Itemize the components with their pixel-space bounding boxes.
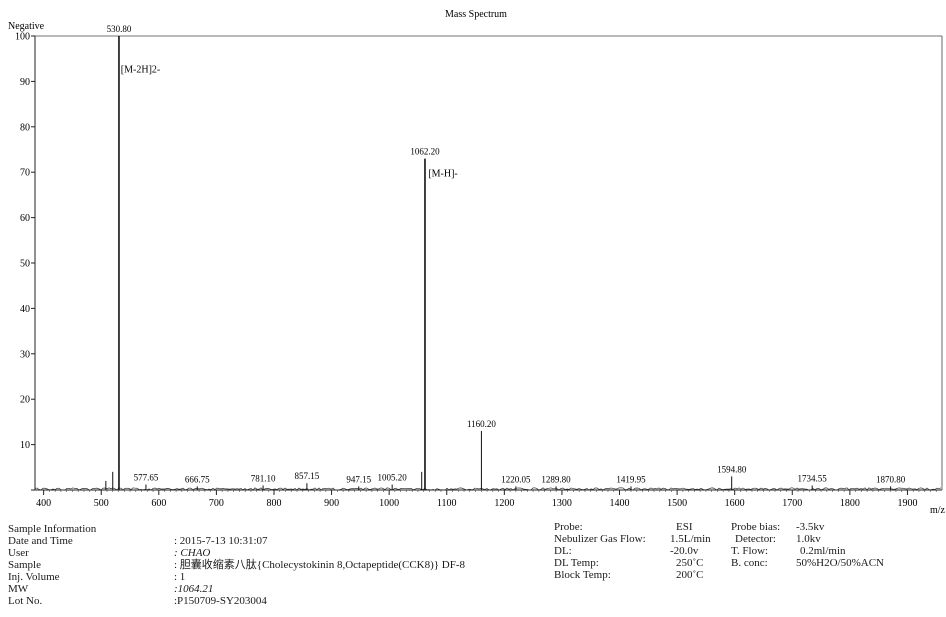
peak-annotation: [M-H]-: [428, 169, 457, 180]
peak-label: 781.10: [251, 473, 276, 483]
x-tick-label: 1000: [379, 498, 399, 509]
detector-label: Detector:: [735, 533, 776, 545]
sample-info-labels: Date and Time User Sample Inj. Volume MW…: [8, 535, 73, 607]
x-tick-label: 1100: [437, 498, 457, 509]
x-tick-label: 500: [94, 498, 109, 509]
y-tick-label: 40: [20, 304, 30, 315]
sample-info-heading: Sample Information: [8, 523, 97, 535]
probe-value: ESI: [676, 521, 693, 533]
peak-label: 1062.20: [410, 147, 440, 157]
peak-label: 1870.80: [876, 474, 906, 484]
sample-info-label: Lot No.: [8, 595, 43, 607]
peak-label: 1594.80: [717, 464, 747, 474]
y-tick-label: 90: [20, 77, 30, 88]
chart-title: Mass Spectrum: [445, 9, 507, 20]
y-tick-label: 20: [20, 395, 30, 406]
nebulizer-gas-flow-value: 1.5L/min: [670, 533, 711, 545]
dl-temp-value: 250˚C: [676, 557, 704, 569]
dl-label: DL:: [554, 545, 572, 557]
mw-value: :1064.21: [174, 583, 214, 595]
y-tick-label: 70: [20, 168, 30, 179]
sample-info-label: Inj. Volume: [8, 571, 60, 583]
sample-info-label: User: [8, 547, 29, 559]
instrument-labels-a: Probe: Nebulizer Gas Flow: DL: DL Temp: …: [554, 521, 646, 581]
sample-value: : 胆囊收缩素八肽{Cholecystokinin 8,Octapeptide(…: [174, 559, 466, 571]
lot-no-value: :P150709-SY203004: [174, 595, 267, 607]
x-tick-label: 1700: [782, 498, 802, 509]
peaks: 530.80 577.65 666.75 781.10 857.15 947.15 1005…: [105, 24, 906, 490]
b-conc-label: B. conc:: [731, 557, 768, 569]
x-axis-label: m/z: [930, 505, 946, 516]
x-tick-label: 1500: [667, 498, 687, 509]
y-ticks: 10 20 30 40 50 60 70 80 90 100: [15, 32, 35, 491]
sample-info-panel: Sample Information: [8, 523, 96, 535]
detector-value: 1.0kv: [796, 533, 821, 545]
block-temp-value: 200˚C: [676, 569, 704, 581]
x-tick-label: 700: [209, 498, 224, 509]
x-tick-label: 1800: [840, 498, 860, 509]
sample-info-label: MW: [8, 583, 29, 595]
sample-info-label: Sample: [8, 559, 41, 571]
instrument-values-a: ESI 1.5L/min -20.0v 250˚C 200˚C: [670, 521, 711, 581]
sample-info-label: Date and Time: [8, 535, 73, 547]
peak-label: 1734.55: [798, 473, 828, 483]
probe-bias-value: -3.5kv: [796, 521, 825, 533]
x-tick-label: 1600: [725, 498, 745, 509]
baseline-noise: [34, 487, 942, 491]
probe-label: Probe:: [554, 521, 583, 533]
peak-label: 1160.20: [467, 419, 496, 429]
dl-temp-label: DL Temp:: [554, 557, 599, 569]
date-time-value: : 2015-7-13 10:31:07: [174, 535, 268, 547]
peak-label: 577.65: [134, 473, 159, 483]
inj-volume-value: : 1: [174, 571, 186, 583]
y-tick-label: 60: [20, 213, 30, 224]
peak-label: 530.80: [107, 24, 132, 34]
probe-bias-label: Probe bias:: [731, 521, 781, 533]
polarity-label: Negative: [8, 21, 45, 32]
mass-spectrum-chart: Mass Spectrum Negative m/z 10 20 30 40 50 60 7…: [8, 9, 946, 516]
x-tick-label: 1900: [897, 498, 917, 509]
peak-label: 666.75: [185, 474, 210, 484]
peak-label: 947.15: [346, 474, 371, 484]
instrument-values-b: -3.5kv 1.0kv 0.2ml/min 50%H2O/50%ACN: [796, 521, 884, 569]
instrument-labels-b: Probe bias: Detector: T. Flow: B. conc:: [731, 521, 780, 569]
peak-annotation: [M-2H]2-: [121, 64, 160, 75]
y-tick-label: 10: [20, 440, 30, 451]
y-tick-label: 80: [20, 122, 30, 133]
x-ticks: 400 500 600 700 800 900 1000 1100 1200 1300 1400 15…: [36, 490, 937, 509]
dl-value: -20.0v: [670, 545, 699, 557]
block-temp-label: Block Temp:: [554, 569, 611, 581]
sample-info-values: : 2015-7-13 10:31:07 : CHAO : 胆囊收缩素八肽{Ch…: [174, 535, 465, 607]
annotations: [M-2H]2- [M-H]-: [121, 64, 458, 179]
y-tick-label: 50: [20, 259, 30, 270]
user-value: : CHAO: [174, 547, 211, 559]
y-tick-label: 30: [20, 349, 30, 360]
b-conc-value: 50%H2O/50%ACN: [796, 557, 884, 569]
x-tick-label: 400: [36, 498, 51, 509]
x-tick-label: 900: [324, 498, 339, 509]
x-tick-label: 1400: [610, 498, 630, 509]
t-flow-value: 0.2ml/min: [800, 545, 846, 557]
peak-label: 857.15: [295, 471, 320, 481]
x-tick-label: 600: [151, 498, 166, 509]
peak-label: 1220.05: [501, 474, 531, 484]
peak-label: 1289.80: [541, 474, 571, 484]
nebulizer-gas-flow-label: Nebulizer Gas Flow:: [554, 533, 646, 545]
x-tick-label: 800: [266, 498, 281, 509]
x-tick-label: 1300: [552, 498, 572, 509]
peak-label: 1005.20: [378, 473, 408, 483]
x-tick-label: 1200: [494, 498, 514, 509]
t-flow-label: T. Flow:: [731, 545, 769, 557]
peak-label: 1419.95: [616, 474, 646, 484]
y-tick-label: 100: [15, 32, 30, 43]
